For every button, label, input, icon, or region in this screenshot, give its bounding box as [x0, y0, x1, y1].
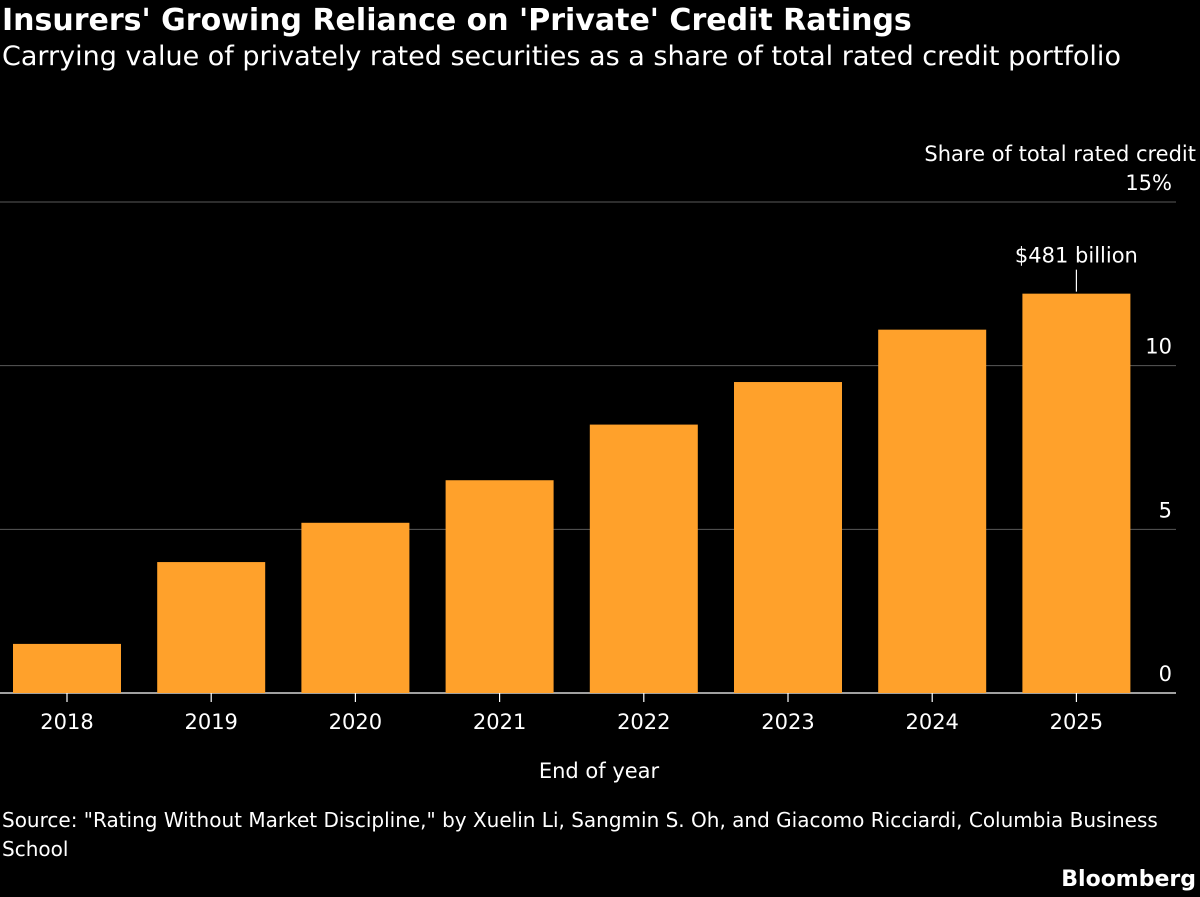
- bar-2024: [878, 329, 987, 693]
- y-axis-ticks: 0 5 10 15%: [1125, 171, 1172, 686]
- bar-2019: [157, 562, 266, 693]
- bars: [13, 293, 1131, 693]
- bar-2018: [13, 643, 121, 693]
- bar-chart: 2018 2019 2020 2021 2022 2023 2024 2025 0 5 10 15%…: [0, 142, 1196, 783]
- x-axis-label: End of year: [539, 759, 660, 783]
- bar-2022: [589, 424, 698, 693]
- x-tick-label: 2024: [905, 710, 958, 734]
- x-tick-label: 2021: [473, 710, 526, 734]
- source-note: Source: "Rating Without Market Disciplin…: [2, 808, 1158, 861]
- bar-2020: [301, 522, 410, 693]
- x-tick-label: 2020: [329, 710, 382, 734]
- bloomberg-logo: Bloomberg: [1061, 867, 1196, 892]
- chart-subtitle: Carrying value of privately rated securi…: [2, 41, 1121, 72]
- x-tick-label: 2019: [184, 710, 237, 734]
- annotations: $481 billion: [1015, 244, 1138, 292]
- bar-2023: [734, 382, 842, 693]
- y-axis-label: Share of total rated credit: [924, 142, 1196, 166]
- annotation-label: $481 billion: [1015, 244, 1138, 268]
- x-tick-label: 2025: [1050, 710, 1103, 734]
- x-tick-label: 2022: [617, 710, 670, 734]
- x-tick-label: 2023: [761, 710, 814, 734]
- bar-2025: [1022, 293, 1131, 693]
- y-tick-label: 10: [1145, 335, 1172, 359]
- y-tick-label: 15%: [1125, 171, 1172, 195]
- bar-2021: [445, 480, 554, 693]
- x-axis-ticks: 2018 2019 2020 2021 2022 2023 2024 2025: [40, 693, 1103, 734]
- y-tick-label: 0: [1159, 662, 1172, 686]
- chart-title: Insurers' Growing Reliance on 'Private' …: [2, 3, 912, 38]
- x-tick-label: 2018: [40, 710, 93, 734]
- y-tick-label: 5: [1159, 498, 1172, 522]
